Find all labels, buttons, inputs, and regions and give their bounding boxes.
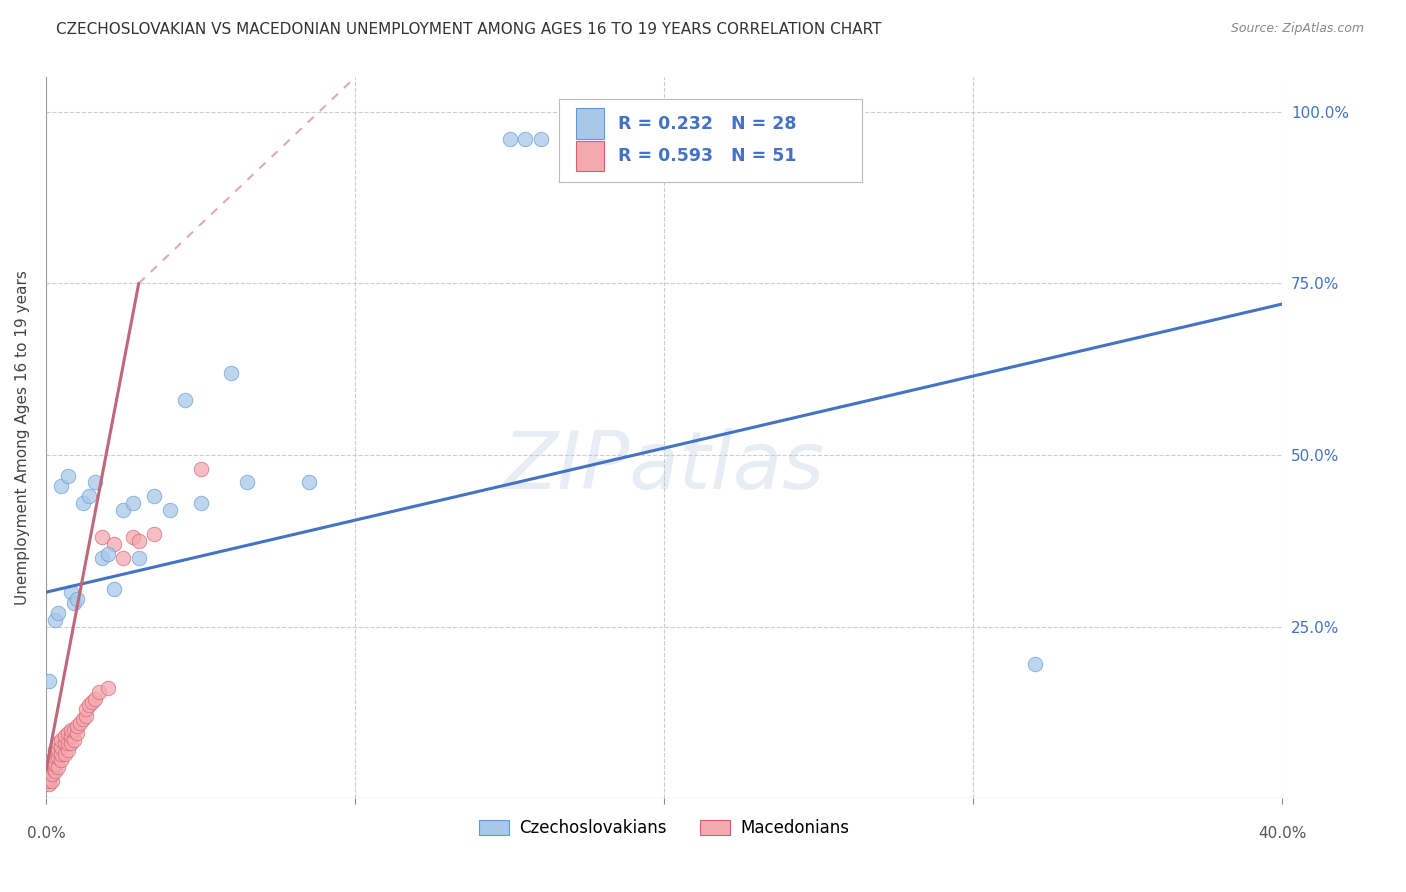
- Point: [112, 503, 135, 517]
- FancyBboxPatch shape: [560, 99, 862, 182]
- Point: [51, 747, 73, 761]
- Point: [62, 723, 84, 737]
- Point: [51, 479, 73, 493]
- Point: [90, 530, 112, 544]
- Point: [41, 753, 63, 767]
- Point: [190, 496, 212, 510]
- Text: 0.0%: 0.0%: [27, 826, 65, 841]
- Point: [41, 760, 63, 774]
- Point: [66, 592, 89, 607]
- Point: [38, 764, 60, 778]
- Point: [38, 774, 60, 789]
- Point: [56, 736, 79, 750]
- Text: Source: ZipAtlas.com: Source: ZipAtlas.com: [1230, 22, 1364, 36]
- Point: [59, 585, 82, 599]
- Point: [87, 685, 110, 699]
- Point: [90, 550, 112, 565]
- Point: [62, 595, 84, 609]
- Point: [59, 736, 82, 750]
- Point: [46, 750, 69, 764]
- Point: [128, 533, 150, 548]
- Point: [51, 753, 73, 767]
- Point: [44, 613, 66, 627]
- Point: [56, 743, 79, 757]
- Point: [159, 503, 181, 517]
- Text: ZIPatlas: ZIPatlas: [503, 427, 825, 506]
- Point: [38, 771, 60, 785]
- Point: [236, 475, 259, 490]
- Point: [46, 743, 69, 757]
- Point: [221, 366, 243, 380]
- Point: [59, 730, 82, 744]
- Point: [121, 496, 143, 510]
- Point: [46, 760, 69, 774]
- Point: [51, 732, 73, 747]
- Point: [66, 719, 89, 733]
- Point: [44, 743, 66, 757]
- Point: [59, 723, 82, 737]
- Point: [44, 756, 66, 771]
- Point: [143, 527, 166, 541]
- Point: [38, 777, 60, 791]
- Point: [44, 750, 66, 764]
- Point: [190, 461, 212, 475]
- Point: [44, 764, 66, 778]
- Point: [174, 392, 197, 407]
- Point: [77, 489, 100, 503]
- Text: 40.0%: 40.0%: [1258, 826, 1306, 841]
- Point: [41, 767, 63, 781]
- Point: [75, 708, 97, 723]
- Point: [62, 732, 84, 747]
- Point: [51, 739, 73, 754]
- Point: [38, 767, 60, 781]
- Point: [103, 582, 125, 596]
- Point: [82, 695, 104, 709]
- Point: [84, 475, 107, 490]
- FancyBboxPatch shape: [576, 109, 603, 138]
- Point: [529, 132, 551, 146]
- Text: CZECHOSLOVAKIAN VS MACEDONIAN UNEMPLOYMENT AMONG AGES 16 TO 19 YEARS CORRELATION: CZECHOSLOVAKIAN VS MACEDONIAN UNEMPLOYME…: [56, 22, 882, 37]
- Point: [97, 681, 120, 696]
- Point: [53, 736, 76, 750]
- Point: [38, 674, 60, 689]
- Point: [53, 747, 76, 761]
- Point: [56, 726, 79, 740]
- Point: [112, 550, 135, 565]
- Point: [46, 736, 69, 750]
- Point: [498, 132, 520, 146]
- Point: [1024, 657, 1046, 672]
- Y-axis label: Unemployment Among Ages 16 to 19 years: Unemployment Among Ages 16 to 19 years: [15, 270, 30, 606]
- Point: [41, 774, 63, 789]
- Point: [46, 606, 69, 620]
- Point: [53, 730, 76, 744]
- Point: [69, 715, 91, 730]
- Point: [66, 726, 89, 740]
- Point: [143, 489, 166, 503]
- Point: [97, 548, 120, 562]
- Point: [128, 550, 150, 565]
- Point: [77, 698, 100, 713]
- Point: [121, 530, 143, 544]
- Point: [298, 475, 321, 490]
- Point: [56, 468, 79, 483]
- Text: R = 0.232   N = 28: R = 0.232 N = 28: [619, 114, 797, 133]
- Point: [72, 712, 94, 726]
- Point: [103, 537, 125, 551]
- Legend: Czechoslovakians, Macedonians: Czechoslovakians, Macedonians: [472, 813, 856, 844]
- Point: [72, 496, 94, 510]
- Point: [41, 756, 63, 771]
- Text: R = 0.593   N = 51: R = 0.593 N = 51: [619, 147, 797, 165]
- Point: [75, 702, 97, 716]
- Point: [513, 132, 536, 146]
- Point: [84, 691, 107, 706]
- FancyBboxPatch shape: [576, 141, 603, 171]
